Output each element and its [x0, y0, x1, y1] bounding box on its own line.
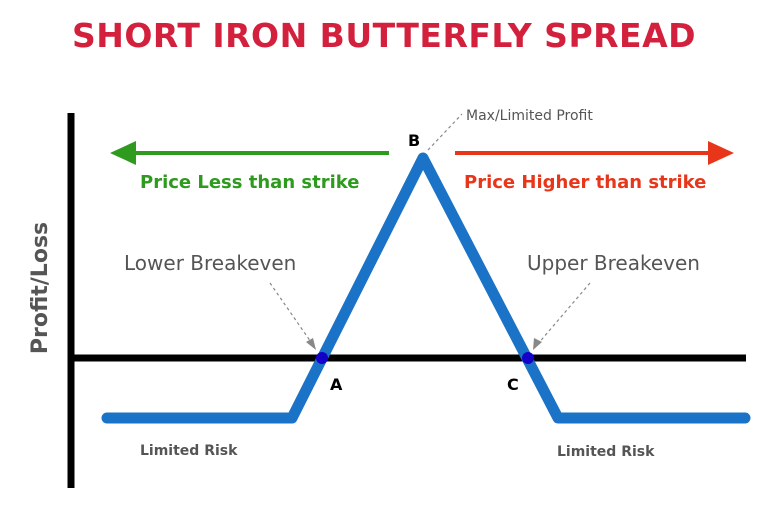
lower-breakeven-arrowhead: [306, 338, 316, 350]
diagram-title: SHORT IRON BUTTERFLY SPREAD: [71, 16, 697, 55]
max-profit-leader: [427, 113, 463, 151]
payoff-line: [101, 152, 751, 424]
breakeven-point-c: [522, 352, 534, 364]
limited-risk-right-label: Limited Risk: [557, 444, 655, 460]
point-a-label: A: [330, 375, 343, 394]
left-arrow-head: [110, 141, 136, 165]
limited-risk-left-label: Limited Risk: [140, 443, 238, 459]
point-b-label: B: [408, 131, 420, 150]
upper-breakeven-leader: [536, 282, 591, 346]
right-arrow-label: Price Higher than strike: [464, 172, 706, 193]
max-profit-label: Max/Limited Profit: [466, 108, 593, 124]
breakeven-point-a: [316, 352, 328, 364]
y-axis-label: Profit/Loss: [28, 222, 53, 354]
upper-breakeven-label: Upper Breakeven: [527, 251, 700, 275]
upper-breakeven-arrowhead: [533, 338, 542, 350]
point-c-label: C: [507, 375, 519, 394]
right-arrow-head: [708, 141, 734, 165]
lower-breakeven-leader: [269, 282, 314, 346]
left-arrow-label: Price Less than strike: [140, 172, 359, 193]
lower-breakeven-label: Lower Breakeven: [124, 251, 296, 275]
